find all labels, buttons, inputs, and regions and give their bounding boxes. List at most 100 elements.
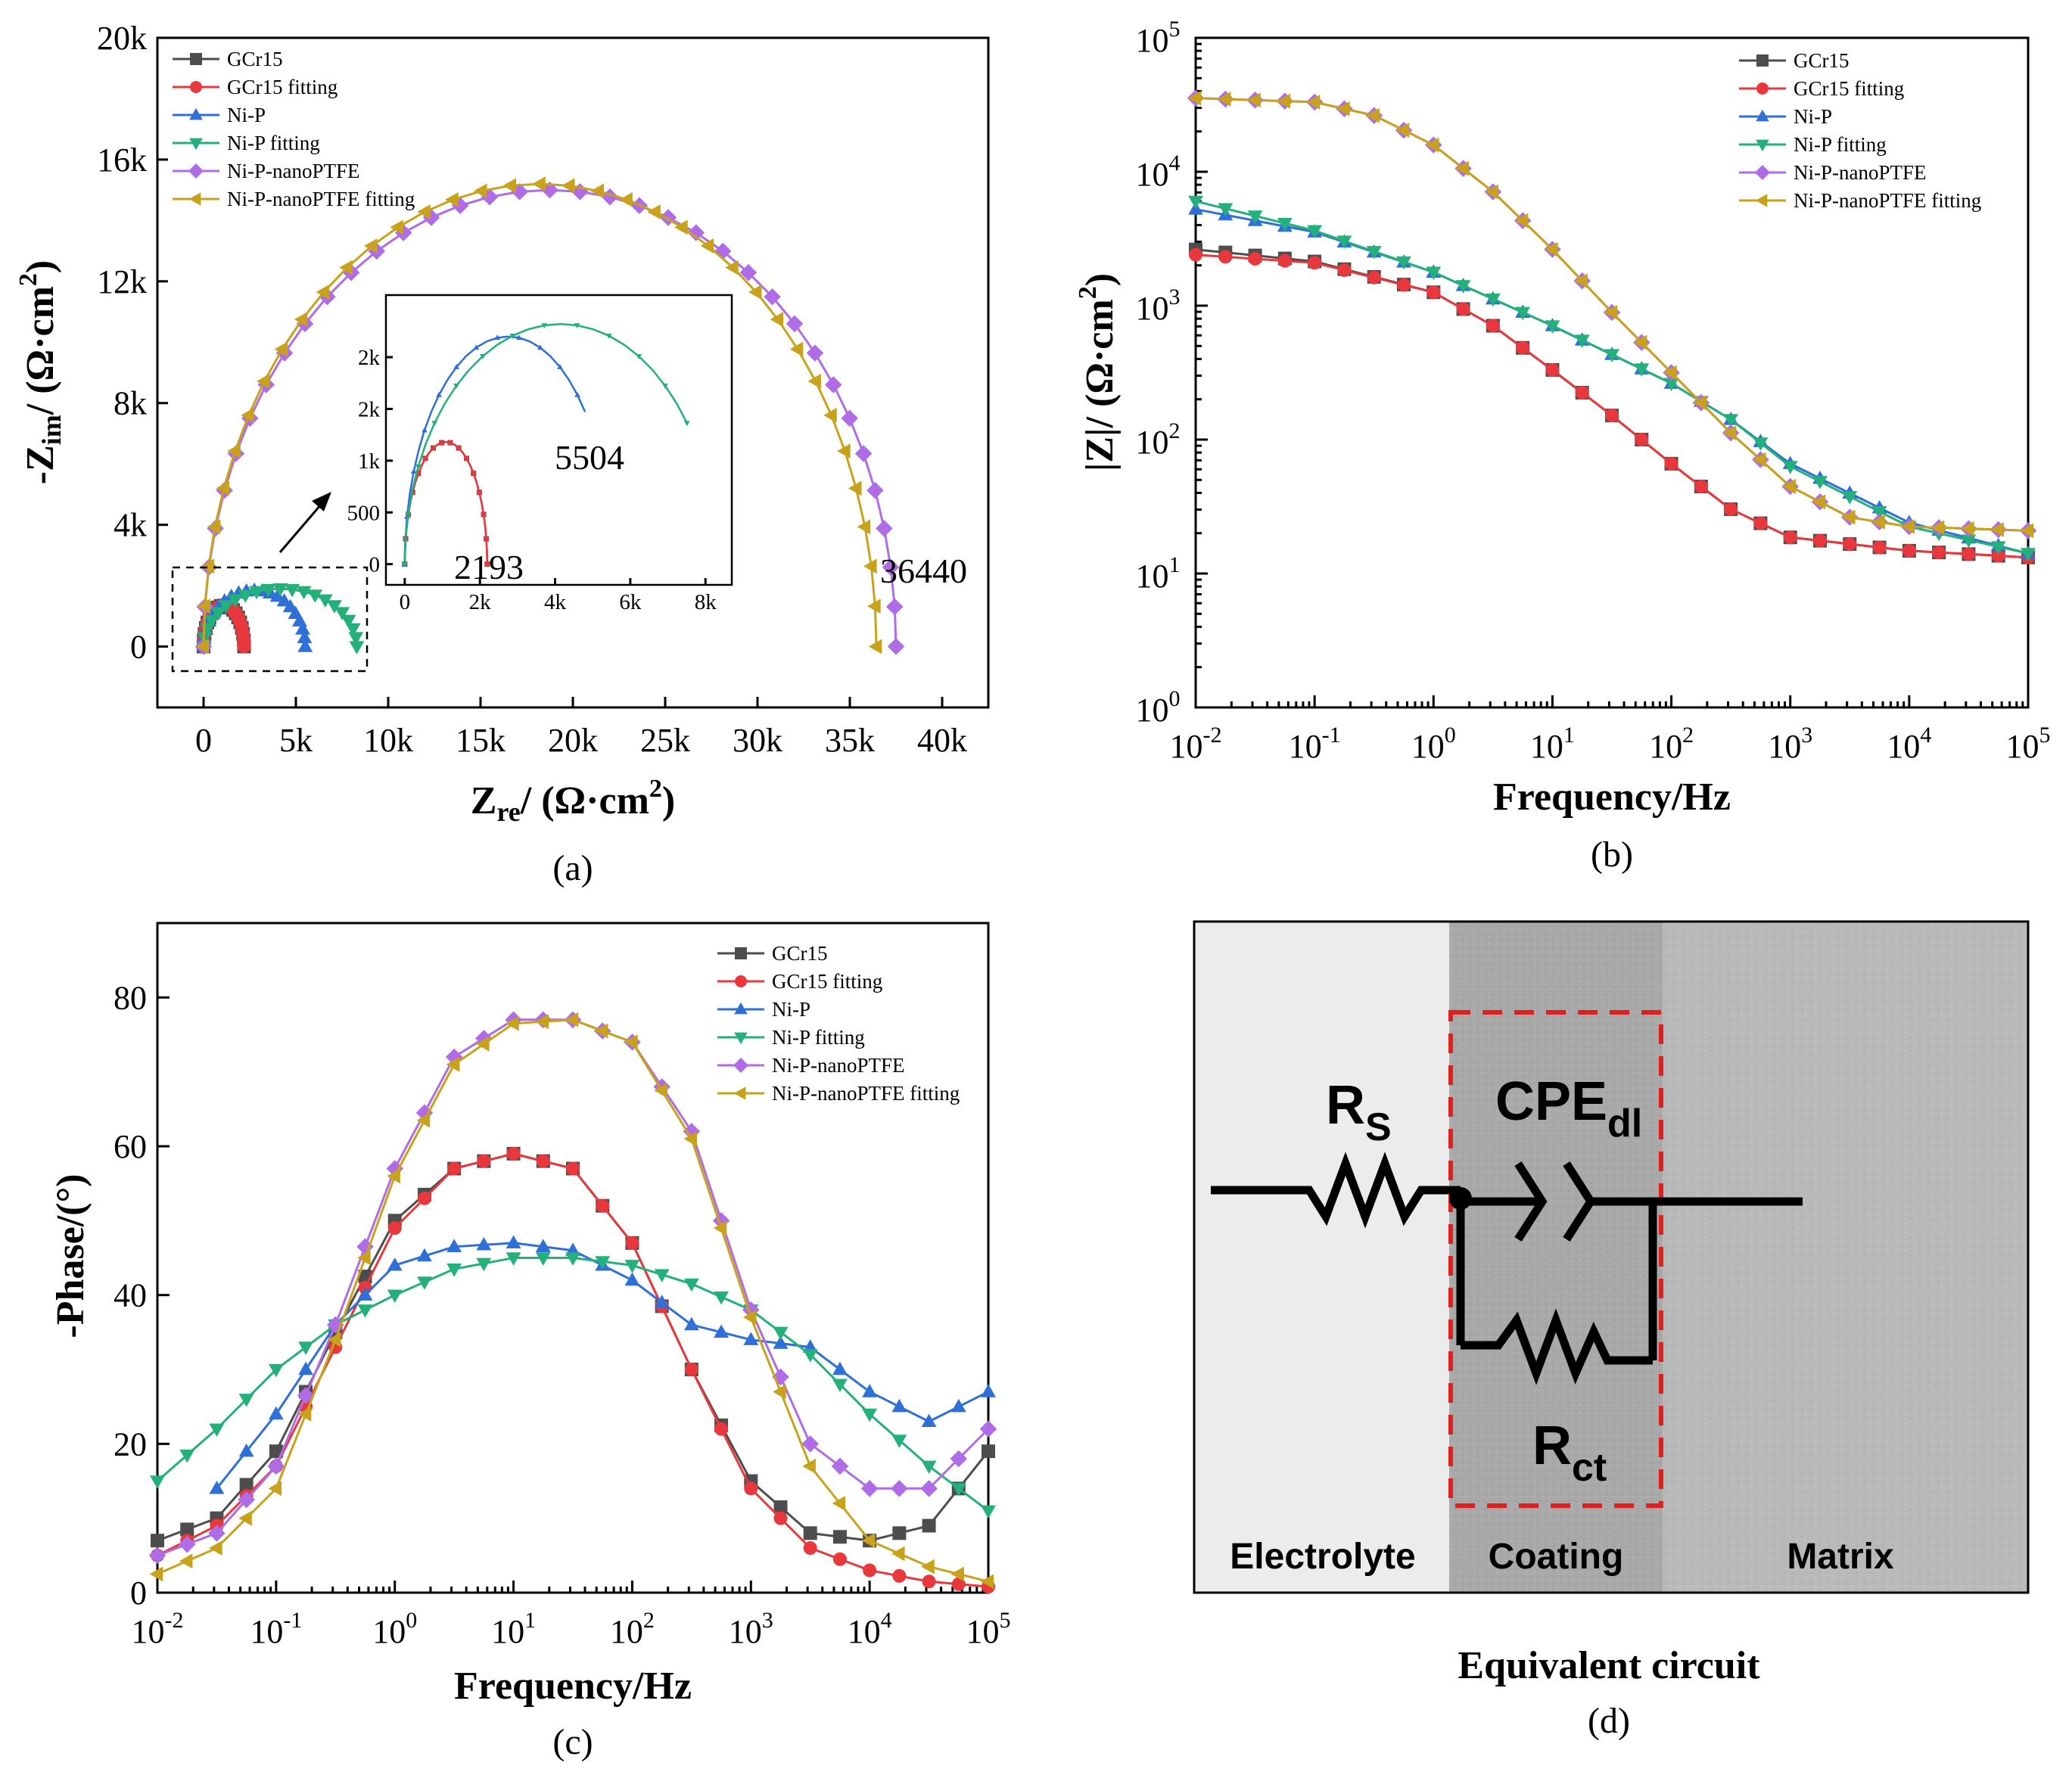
panel-b-ticks: 10-2 10-1 100 101 102 103 104 105 100 101 102 103 10… bbox=[1136, 17, 2051, 765]
series-point-ni-p-nanoptfe-fitting bbox=[274, 341, 288, 357]
c-ytick-label: 0 bbox=[130, 1574, 147, 1612]
panel-a-nyquist: 0 5k 10k 15k 20k 25k 30k 35k 40k 0 4k 8k 12k 16k 20k 0… bbox=[14, 20, 990, 888]
series-point-ni-p-nanoptfe-fitting bbox=[417, 204, 431, 219]
series-point-ni-p-fitting bbox=[179, 1449, 195, 1463]
series-point-ni-p-nanoptfe-fitting bbox=[807, 373, 821, 389]
a-xtick-label: 40k bbox=[917, 722, 967, 759]
b-xtick-label: 103 bbox=[1768, 723, 1812, 765]
legend-marker-gcr15-fitting bbox=[735, 975, 747, 987]
series-point-ni-p-nanoptfe-fitting bbox=[1753, 452, 1766, 468]
series-point-ni-p-fitting bbox=[1366, 246, 1382, 260]
inset-point-gcr15-fitting bbox=[476, 490, 482, 496]
series-point-gcr15-fitting bbox=[1218, 250, 1233, 264]
legend-label-gcr15: GCr15 bbox=[227, 48, 283, 70]
series-point-ni-p-fitting bbox=[506, 1252, 521, 1266]
b-ytick-label: 101 bbox=[1136, 552, 1181, 595]
series-point-ni-p-nanoptfe-fitting bbox=[647, 204, 661, 219]
inset-point-ni-p-fitting bbox=[636, 354, 642, 359]
series-point-ni-p-fitting bbox=[1455, 280, 1471, 294]
series-point-ni-p bbox=[714, 1324, 729, 1338]
series-point-ni-p-nanoptfe-fitting bbox=[1663, 365, 1677, 381]
inset-point-gcr15-fitting bbox=[464, 455, 470, 462]
inset-point-ni-p bbox=[436, 391, 442, 397]
series-point-ni-p-nanoptfe bbox=[238, 1491, 255, 1509]
series-point-ni-p-nanoptfe-fitting bbox=[980, 1574, 994, 1590]
series-point-gcr15-fitting bbox=[1426, 285, 1441, 300]
label-cpe-dl: CPEdl bbox=[1495, 1071, 1642, 1146]
series-point-ni-p-nanoptfe-fitting bbox=[742, 1310, 757, 1326]
panel-c-legend: GCr15 GCr15 fitting Ni-P Ni-P fitting Ni-P-n… bbox=[717, 942, 960, 1105]
series-point-ni-p-nanoptfe-fitting bbox=[446, 1056, 460, 1072]
series-point-ni-p-nanoptfe-fitting bbox=[149, 1566, 163, 1582]
series-point-ni-p-nanoptfe bbox=[860, 1480, 879, 1497]
legend-label-ni-p-nanoptfe: Ni-P-nanoPTFE bbox=[1794, 161, 1927, 184]
series-point-ni-p-nanoptfe-fitting bbox=[474, 183, 487, 199]
coating-region bbox=[1449, 922, 1663, 1593]
series-point-ni-p-fitting bbox=[227, 594, 243, 608]
b-xtick-label: 102 bbox=[1649, 723, 1694, 765]
series-point-ni-p-fitting bbox=[1396, 256, 1411, 270]
series-point-ni-p-nanoptfe-fitting bbox=[848, 480, 862, 496]
series-point-ni-p-fitting bbox=[326, 600, 342, 614]
series-point-ni-p-fitting bbox=[802, 1349, 818, 1363]
series-point-ni-p-nanoptfe bbox=[886, 598, 904, 616]
b-xtick-label: 100 bbox=[1411, 723, 1456, 765]
label-rs: RS bbox=[1326, 1075, 1392, 1149]
series-point-ni-p-fitting bbox=[334, 607, 350, 620]
inset-point-ni-p-fitting bbox=[662, 384, 668, 389]
series-point-ni-p-fitting bbox=[417, 1276, 432, 1290]
inset-point-ni-p bbox=[557, 364, 563, 369]
a-ytick-label: 16k bbox=[97, 141, 147, 179]
series-point-ni-p bbox=[981, 1384, 996, 1397]
c-xtick-label: 101 bbox=[491, 1608, 536, 1650]
series-point-ni-p-nanoptfe-fitting bbox=[861, 1533, 876, 1549]
series-point-gcr15 bbox=[982, 1444, 995, 1459]
series-point-gcr15 bbox=[892, 1526, 907, 1540]
series-point-ni-p-fitting bbox=[862, 1408, 878, 1422]
series-point-ni-p-nanoptfe bbox=[920, 1480, 938, 1497]
legend-label-ni-p-fitting: Ni-P fitting bbox=[227, 132, 320, 154]
series-point-ni-p-fitting bbox=[921, 1460, 937, 1475]
legend-marker-ni-p-nanoptfe-fitting bbox=[733, 1086, 746, 1100]
series-point-ni-p-nanoptfe bbox=[764, 288, 781, 306]
series-point-ni-p-fitting bbox=[317, 594, 333, 608]
series-point-ni-p-fitting bbox=[683, 1278, 699, 1292]
a-xtick-label: 15k bbox=[456, 722, 506, 759]
series-point-ni-p-nanoptfe-fitting bbox=[387, 1168, 400, 1184]
series-point-ni-p-nanoptfe-fitting bbox=[748, 284, 762, 300]
series-line-gcr15-fitting bbox=[157, 1152, 989, 1588]
series-point-ni-p-nanoptfe bbox=[148, 1547, 166, 1565]
series-point-ni-p bbox=[743, 1332, 759, 1345]
series-point-gcr15-fitting bbox=[1902, 543, 1916, 558]
series-point-ni-p-nanoptfe-fitting bbox=[700, 238, 714, 253]
series-point-ni-p-fitting bbox=[832, 1379, 848, 1393]
series-point-ni-p-fitting bbox=[1663, 378, 1679, 392]
series-point-ni-p-nanoptfe-fitting bbox=[823, 407, 837, 423]
series-point-ni-p-fitting bbox=[349, 641, 365, 654]
c-xtick-label: 10-2 bbox=[132, 1608, 184, 1650]
legend-marker-ni-p bbox=[189, 107, 203, 120]
legend-marker-ni-p bbox=[1756, 109, 1769, 122]
legend-marker-ni-p-fitting bbox=[734, 1032, 748, 1045]
series-point-ni-p-nanoptfe bbox=[825, 376, 842, 393]
series-point-ni-p bbox=[387, 1257, 403, 1271]
series-line-gcr15-fitting bbox=[1195, 253, 2029, 559]
coating-dashed-box bbox=[1448, 1010, 1663, 1508]
b-ytick-label: 102 bbox=[1136, 418, 1181, 461]
b-xtick-label: 105 bbox=[2006, 723, 2051, 765]
series-point-gcr15-fitting bbox=[803, 1541, 817, 1555]
series-point-ni-p-fitting bbox=[1871, 505, 1887, 520]
series-point-ni-p-nanoptfe-fitting bbox=[1782, 479, 1796, 494]
legend-marker-ni-p-fitting bbox=[189, 138, 203, 151]
series-point-ni-p-nanoptfe-fitting bbox=[1306, 95, 1321, 110]
panel-b-ylabel: |Z|/ (Ω·cm2) bbox=[1074, 273, 1122, 471]
series-point-ni-p-nanoptfe-fitting bbox=[770, 312, 784, 328]
series-point-gcr15-fitting bbox=[566, 1161, 580, 1176]
series-point-ni-p-nanoptfe-fitting bbox=[1514, 213, 1529, 228]
circuit-wires bbox=[1211, 1152, 1803, 1385]
series-point-ni-p-fitting bbox=[272, 583, 288, 597]
panel-a-series bbox=[194, 176, 905, 655]
panel-d-frame bbox=[1193, 920, 2030, 1594]
c-xtick-label: 102 bbox=[610, 1608, 655, 1650]
series-point-ni-p-nanoptfe bbox=[854, 445, 873, 462]
